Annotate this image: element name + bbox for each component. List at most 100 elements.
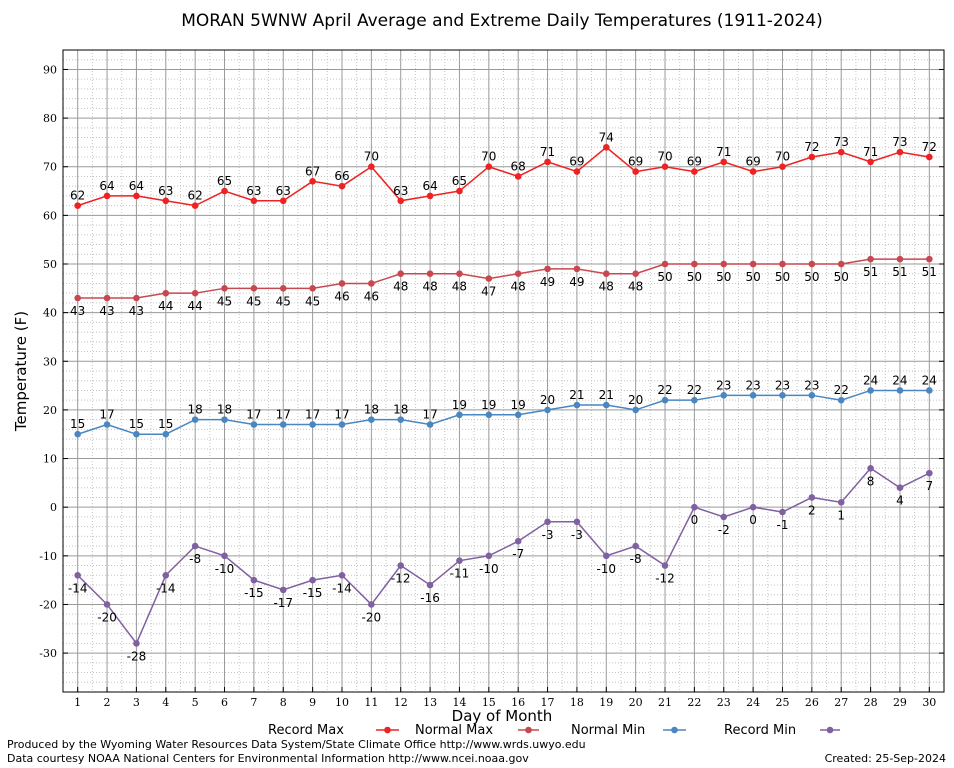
x-tick-label: 23 xyxy=(717,696,731,709)
data-label: 70 xyxy=(481,150,496,164)
data-label: 49 xyxy=(540,275,555,289)
data-point xyxy=(103,294,111,302)
data-label: 24 xyxy=(922,373,937,387)
data-label: 69 xyxy=(687,155,702,169)
data-point xyxy=(74,430,81,438)
y-tick-label: 20 xyxy=(43,404,57,417)
data-point xyxy=(926,255,933,263)
x-tick-label: 20 xyxy=(629,696,643,709)
data-label: 1 xyxy=(837,508,845,522)
x-tick-label: 27 xyxy=(834,696,848,709)
data-label: 50 xyxy=(745,270,760,284)
data-label: 43 xyxy=(70,304,85,318)
data-point xyxy=(661,562,669,569)
data-label: 48 xyxy=(422,280,437,294)
data-point xyxy=(279,421,287,428)
legend-entry: Normal Max xyxy=(415,723,539,738)
data-point xyxy=(602,552,610,560)
data-label: -2 xyxy=(718,523,730,537)
data-label: 63 xyxy=(246,184,261,198)
data-label: 24 xyxy=(892,373,907,387)
series-line xyxy=(77,389,930,435)
y-tick-label: 60 xyxy=(43,209,57,222)
data-label: -15 xyxy=(244,586,264,600)
data-label: 43 xyxy=(129,304,144,318)
data-label: 65 xyxy=(452,174,467,188)
data-label: 46 xyxy=(364,289,379,303)
data-point xyxy=(632,270,639,278)
data-label: 22 xyxy=(657,383,672,397)
data-label: -7 xyxy=(512,547,524,561)
data-label: 19 xyxy=(452,398,467,412)
data-point xyxy=(837,148,845,156)
data-point xyxy=(779,260,786,268)
data-point xyxy=(191,542,199,550)
data-label: 72 xyxy=(804,140,819,154)
data-point xyxy=(544,265,551,273)
data-point xyxy=(397,562,405,569)
y-tick-label: 80 xyxy=(43,112,57,125)
data-label: 65 xyxy=(217,174,232,188)
data-point xyxy=(691,503,698,511)
data-point xyxy=(338,571,346,579)
data-label: -12 xyxy=(655,572,675,586)
data-point xyxy=(926,387,933,394)
data-point xyxy=(309,421,316,428)
data-label: 47 xyxy=(481,285,496,299)
data-label: 48 xyxy=(599,280,614,294)
legend-marker xyxy=(525,726,532,734)
data-point xyxy=(544,518,551,526)
x-tick-label: 1 xyxy=(74,696,81,709)
data-point xyxy=(661,163,669,171)
data-label: 69 xyxy=(569,155,584,169)
legend-label: Record Max xyxy=(268,723,344,738)
x-tick-label: 12 xyxy=(394,696,408,709)
data-point xyxy=(573,401,581,409)
data-label: 66 xyxy=(334,169,349,183)
series-record-max: 62 64 64 63 62 65 63 63 67 66 70 63 64 65 70 68 71 69 74 69… xyxy=(70,130,937,209)
data-label: 17 xyxy=(246,408,261,422)
data-point xyxy=(485,411,493,419)
data-point xyxy=(221,187,228,195)
data-label: 48 xyxy=(452,280,467,294)
data-point xyxy=(133,640,140,647)
data-point xyxy=(485,552,493,560)
data-label: 17 xyxy=(422,408,437,422)
legend-marker xyxy=(671,726,678,734)
data-point xyxy=(456,557,463,564)
data-point xyxy=(896,484,904,492)
data-label: -10 xyxy=(596,562,616,576)
data-label: -10 xyxy=(479,562,499,576)
y-tick-label: 70 xyxy=(43,161,57,174)
data-label: 70 xyxy=(775,150,790,164)
y-tick-label: 10 xyxy=(43,453,57,466)
x-tick-label: 26 xyxy=(805,696,819,709)
data-point xyxy=(720,260,728,268)
x-tick-label: 17 xyxy=(541,696,555,709)
data-label: 50 xyxy=(716,270,731,284)
data-point xyxy=(368,280,375,287)
data-label: 17 xyxy=(276,408,291,422)
data-label: 4 xyxy=(896,494,904,508)
data-label: 70 xyxy=(657,150,672,164)
data-label: 45 xyxy=(246,294,261,308)
data-label: 50 xyxy=(687,270,702,284)
data-label: 45 xyxy=(276,294,291,308)
data-point xyxy=(808,260,816,268)
data-label: 69 xyxy=(745,155,760,169)
data-point xyxy=(573,518,581,526)
data-point xyxy=(103,192,111,200)
data-point xyxy=(514,270,522,278)
data-point xyxy=(632,168,639,175)
x-tick-label: 29 xyxy=(893,696,907,709)
data-label: 72 xyxy=(922,140,937,154)
data-label: 50 xyxy=(775,270,790,284)
data-label: 63 xyxy=(393,184,408,198)
legend-entry: Record Min xyxy=(724,723,840,738)
data-point xyxy=(544,406,551,414)
data-point xyxy=(162,571,170,579)
data-label: 62 xyxy=(188,189,203,203)
data-label: 67 xyxy=(305,164,320,178)
data-label: -8 xyxy=(630,552,642,566)
